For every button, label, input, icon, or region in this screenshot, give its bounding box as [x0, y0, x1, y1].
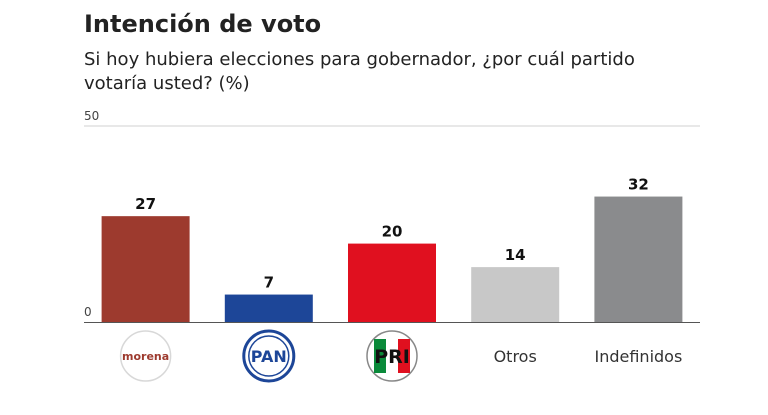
- pan-logo-text: PAN: [251, 347, 287, 366]
- pri-logo-text: PRI: [374, 346, 410, 368]
- y-tick-label: 0: [84, 305, 92, 319]
- pri-logo-white: [386, 339, 398, 373]
- bar-pri: [348, 243, 436, 322]
- data-label: 7: [264, 274, 274, 292]
- bar-indefinidos: [594, 196, 683, 322]
- bar-otros: [471, 267, 560, 322]
- data-label: 27: [135, 195, 156, 213]
- data-label: 32: [628, 176, 649, 194]
- data-label: 14: [505, 246, 526, 264]
- morena-logo-icon: [119, 330, 172, 382]
- category-label: Indefinidos: [594, 347, 682, 366]
- pan-logo-ring: [248, 335, 290, 377]
- pri-logo-green: [374, 339, 386, 373]
- pan-logo-icon: [242, 329, 296, 383]
- bar-morena: [101, 216, 190, 322]
- pri-logo-red: [398, 339, 410, 373]
- data-label: 20: [382, 223, 403, 241]
- category-label: Otros: [494, 347, 537, 366]
- y-tick-label: 50: [84, 109, 99, 123]
- chart-title: Intención de voto: [84, 10, 322, 38]
- morena-logo-text: morena: [122, 350, 169, 363]
- bar-pan: [224, 294, 313, 322]
- chart-subtitle: Si hoy hubiera elecciones para gobernado…: [84, 49, 635, 94]
